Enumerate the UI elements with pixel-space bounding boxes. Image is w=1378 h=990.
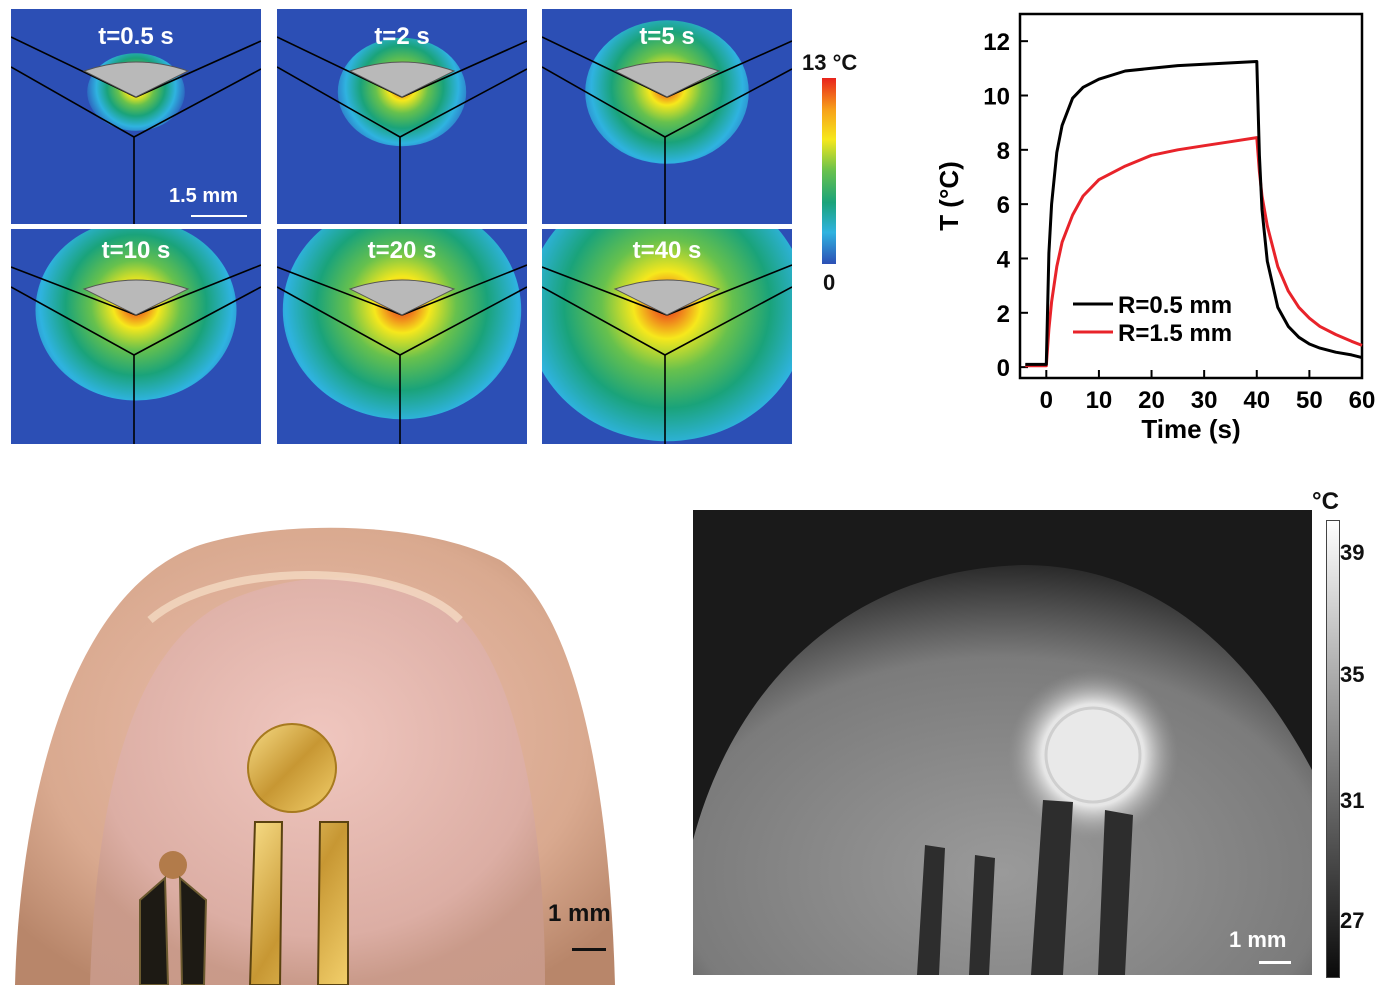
hot-disk [1044,706,1142,804]
heatmap-svg [11,9,261,224]
heater-cap [613,279,721,316]
temperature-chart: 0 10 20 30 40 50 60 0 2 4 6 8 10 12 Time (s) T (°C) R=0.… [900,0,1378,460]
y-tick-label: 0 [997,355,1010,382]
time-label: t=2 s [374,23,430,50]
finger-heat [693,565,1312,975]
scale-bar-label: 1 mm [1229,927,1287,952]
colorbar [822,78,836,264]
colorbar-max-label: 13 °C [802,50,858,75]
x-tick-label: 10 [1086,387,1113,414]
legend-label: R=1.5 mm [1118,320,1232,347]
series-line [1025,136,1363,368]
y-tick-label: 6 [997,192,1010,219]
y-axis-label: T (°C) [934,161,964,231]
thermal-electrodes [917,800,1133,975]
simulation-panel: t=10 s [11,229,261,444]
x-tick-label: 30 [1191,387,1218,414]
heatmap-svg [277,9,527,224]
time-label: t=10 s [101,237,171,264]
thermal-illustration [693,510,1312,975]
simulation-panel: t=20 s [277,229,527,444]
heat-region [542,229,792,442]
y-tick-label: 8 [997,138,1010,165]
y-tick-label: 12 [983,29,1010,56]
heater-cap [82,279,190,316]
small-pad [159,851,187,879]
scale-bar [1259,961,1291,964]
scale-bar [572,948,606,951]
gold-disk [247,723,337,813]
series-line [1025,60,1363,366]
fingernail-illustration [15,527,615,986]
heatmap-svg [11,229,261,444]
x-tick-label: 60 [1349,387,1376,414]
chart-svg: 0 10 20 30 40 50 60 0 2 4 6 8 10 12 Time (s) T (°C) R=0.… [934,12,1376,444]
thermal-tick-31: 31 [1340,788,1365,813]
time-label: t=40 s [632,237,702,264]
legend-label: R=0.5 mm [1118,292,1232,319]
thermal-image: 1 mm [693,510,1312,975]
scale-bar [191,215,247,217]
plot-frame [1018,12,1364,380]
x-tick-label: 50 [1296,387,1323,414]
x-tick-label: 40 [1243,387,1270,414]
simulation-panel: t=40 s [542,229,792,444]
thermal-colorbar-unit: °C [1312,488,1339,515]
scale-bar-label: 1 mm [548,900,611,927]
x-axis-label: Time (s) [1141,414,1240,444]
time-label: t=5 s [639,23,695,50]
thermal-tick-35: 35 [1340,662,1365,687]
thermal-colorbar [1326,520,1340,978]
heat-region [282,229,522,420]
x-tick-label: 0 [1040,387,1053,414]
time-label: t=0.5 s [98,23,174,50]
heater-cap [348,279,456,316]
scale-bar-label: 1.5 mm [169,185,238,207]
heatmap-svg [277,229,527,444]
thermal-tick-39: 39 [1340,540,1365,565]
heater-cap [82,61,190,98]
heater-cap [348,61,456,98]
simulation-panel: t=0.5 s 1.5 mm [11,9,261,224]
y-tick-label: 10 [983,83,1010,110]
simulation-panel: t=2 s [277,9,527,224]
nail-edge [147,571,463,624]
colorbar-min-label: 0 [823,270,836,295]
simulation-panel: t=5 s [542,9,792,224]
y-tick-label: 2 [997,301,1010,328]
thermal-tick-27: 27 [1340,908,1365,933]
heatmap-svg [542,9,792,224]
heatmap-svg [542,229,792,444]
fingernail-photo: 1 mm [0,500,640,986]
y-tick-label: 4 [997,246,1011,273]
time-label: t=20 s [367,237,437,264]
x-tick-label: 20 [1138,387,1165,414]
heater-cap [613,61,721,98]
